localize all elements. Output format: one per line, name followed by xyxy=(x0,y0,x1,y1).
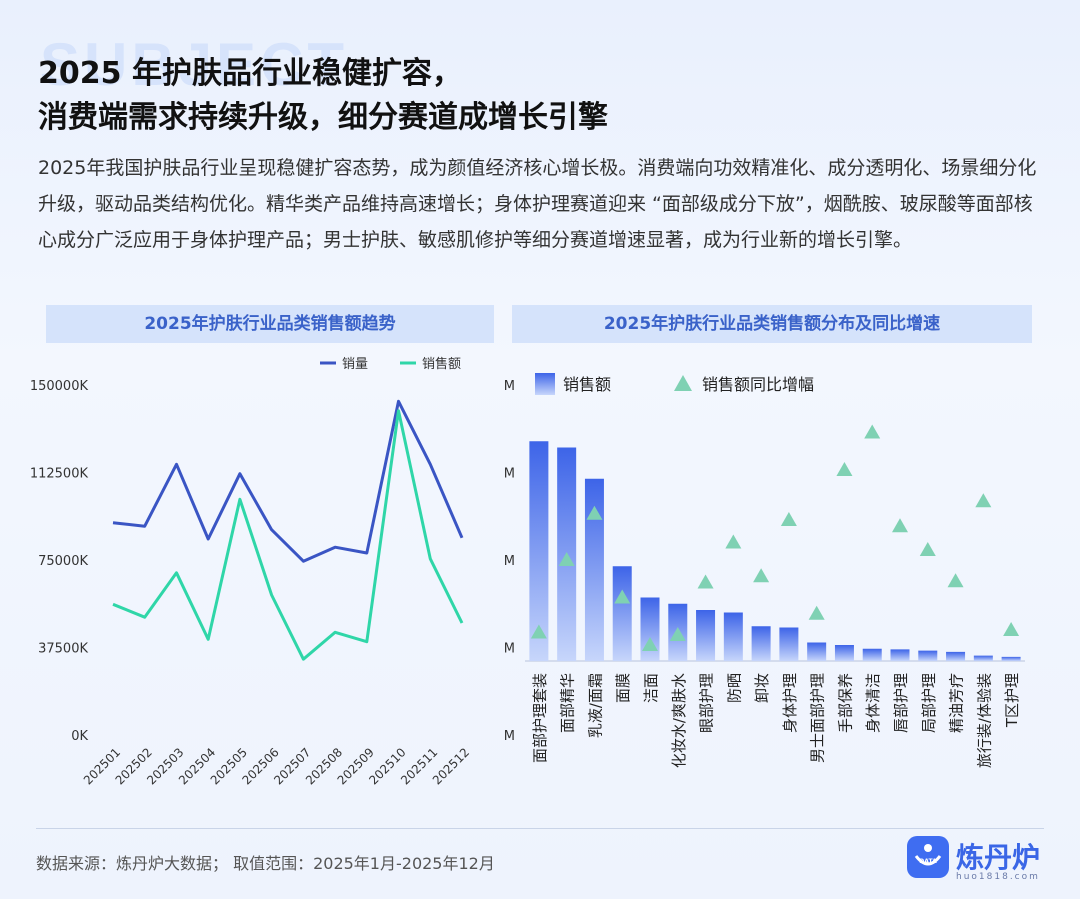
bar-mark xyxy=(529,441,549,661)
category-label: 眼部护理 xyxy=(698,673,716,733)
growth-triangle-mark xyxy=(753,568,770,583)
growth-triangle-mark xyxy=(530,624,547,639)
growth-triangle-mark xyxy=(1003,622,1020,636)
category-label: 防晒 xyxy=(725,673,743,703)
growth-triangle-mark xyxy=(669,627,686,641)
bar-mark xyxy=(946,651,966,661)
logo-badge: DATA xyxy=(919,858,937,865)
growth-triangle-mark xyxy=(892,518,908,533)
legend-swatch-bar xyxy=(535,373,555,395)
category-label: 局部护理 xyxy=(920,673,938,733)
bar-mark xyxy=(834,645,854,661)
category-label: 身体清洁 xyxy=(864,673,882,733)
category-label: 精油芳疗 xyxy=(948,673,966,733)
bar-mark xyxy=(723,612,743,661)
intro-paragraph: 2025年我国护肤品行业呈现稳健扩容态势，成为颜值经济核心增长极。消费端向功效精… xyxy=(38,157,1037,251)
title-line-1: 2025 年护肤品行业稳健扩容， xyxy=(38,56,462,91)
legend-label-triangle: 销售额同比增幅 xyxy=(702,375,814,394)
category-label: 唇部护理 xyxy=(892,673,910,733)
category-label: 卸妆 xyxy=(753,673,771,703)
bar-mark xyxy=(1001,656,1021,661)
category-label: 男士面部护理 xyxy=(809,673,827,763)
growth-triangle-mark xyxy=(808,605,825,620)
y-tick-label: 21,000M xyxy=(505,467,515,482)
growth-triangle-mark xyxy=(780,512,797,526)
y-tick-label: 112500K xyxy=(30,467,89,482)
category-label: 旅行装/体验装 xyxy=(975,673,993,768)
bar-chart: 28,000M 21,000M 14,000M 7,000M 0M 面部护理套装面部精华乳… xyxy=(505,373,1025,768)
bar-mark xyxy=(973,655,993,661)
line-chart: 150000K112500K75000K37500K0K202501202502… xyxy=(30,356,472,788)
category-label: 洁面 xyxy=(642,673,660,703)
legend-label: 销量 xyxy=(342,357,368,372)
bar-mark xyxy=(918,650,938,661)
y-tick-label: 28,000M xyxy=(505,379,515,394)
logo-url: huo1818.com xyxy=(956,872,1040,882)
series-line-volume xyxy=(112,399,464,563)
y-tick-label: 0K xyxy=(71,729,88,744)
bar-mark xyxy=(807,642,827,661)
growth-triangle-mark xyxy=(642,637,658,651)
growth-triangle-mark xyxy=(558,552,575,566)
line-chart-title: 2025年护肤行业品类销售额趋势 xyxy=(46,305,494,343)
category-label: 身体护理 xyxy=(781,673,799,733)
growth-triangle-mark xyxy=(864,424,881,439)
growth-triangle-mark xyxy=(725,534,742,549)
logo-icon: DATA xyxy=(907,836,949,878)
title-line-2: 消费端需求持续升级，细分赛道成增长引擎 xyxy=(38,100,608,135)
page-title: 2025 年护肤品行业稳健扩容， 消费端需求持续升级，细分赛道成增长引擎 xyxy=(38,52,608,140)
growth-triangle-mark xyxy=(947,573,964,588)
y-tick-label: 37500K xyxy=(38,642,88,657)
growth-triangle-mark xyxy=(697,574,714,589)
bar-mark xyxy=(612,566,632,661)
category-label: 手部保养 xyxy=(836,673,854,733)
bar-mark xyxy=(640,597,660,661)
series-line-sales xyxy=(112,409,464,661)
growth-triangle-mark xyxy=(975,493,992,508)
category-label: 面膜 xyxy=(614,673,632,703)
data-source: 数据来源：炼丹炉大数据； 取值范围：2025年1月-2025年12月 xyxy=(36,854,495,873)
bar-mark xyxy=(779,627,799,661)
y-tick-label: 150000K xyxy=(30,379,89,394)
legend-label: 销售额 xyxy=(422,356,461,372)
legend-swatch-triangle xyxy=(674,375,692,391)
y-tick-label: 0M xyxy=(505,729,515,744)
category-label: 化妆水/爽肤水 xyxy=(670,673,688,768)
bar-mark xyxy=(751,626,771,661)
category-label: T区护理 xyxy=(1003,673,1021,728)
category-label: 乳液/面霜 xyxy=(586,673,604,738)
logo-glyph: DATA xyxy=(914,844,942,866)
bar-chart-title: 2025年护肤行业品类销售额分布及同比增速 xyxy=(512,305,1032,343)
bar-mark xyxy=(890,649,910,661)
category-label: 面部护理套装 xyxy=(531,673,549,763)
growth-triangle-mark xyxy=(614,589,631,604)
logo-name: 炼丹炉 xyxy=(956,841,1041,874)
growth-triangle-mark xyxy=(919,542,936,556)
y-tick-label: 75000K xyxy=(38,554,88,569)
y-tick-label: 14,000M xyxy=(505,554,515,569)
watermark: SUBJECT xyxy=(40,31,349,98)
bar-mark xyxy=(862,648,882,661)
footer-divider xyxy=(36,828,1044,829)
growth-triangle-mark xyxy=(586,505,603,520)
bar-mark xyxy=(584,478,604,661)
legend-label-bar: 销售额 xyxy=(563,375,611,394)
bar-mark xyxy=(696,610,716,661)
y-tick-label: 7,000M xyxy=(505,642,515,657)
category-label: 面部精华 xyxy=(559,673,577,733)
growth-triangle-mark xyxy=(836,462,853,476)
